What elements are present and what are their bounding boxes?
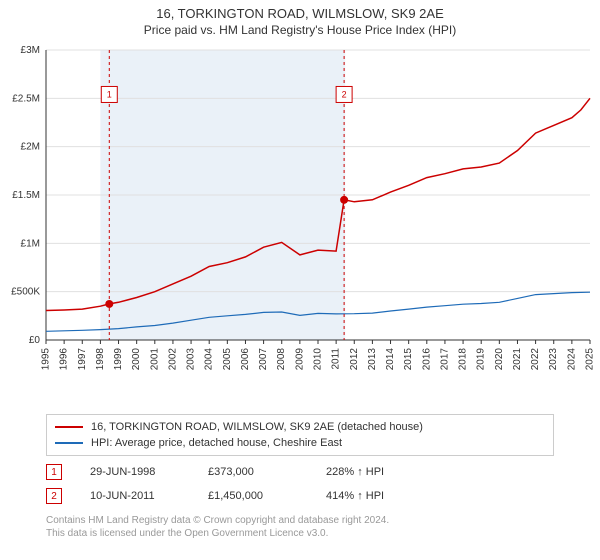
svg-text:2005: 2005 [222,348,233,371]
svg-text:2: 2 [342,89,347,99]
legend-row-hpi: HPI: Average price, detached house, Ches… [55,435,545,451]
legend-swatch-hpi [55,438,83,448]
svg-text:1995: 1995 [41,348,52,371]
svg-text:2023: 2023 [548,348,559,371]
footer-line-2: This data is licensed under the Open Gov… [46,527,554,540]
svg-text:2022: 2022 [530,348,541,371]
sale-marker-date-1: 29-JUN-1998 [90,466,180,478]
chart-container: £0 £500K £1M £1.5M £2M £2.5M £3M 1995 1996 1997 19… [0,44,600,408]
svg-text:2009: 2009 [294,348,305,371]
svg-text:£1.5M: £1.5M [12,190,40,201]
legend-label-price-paid: 16, TORKINGTON ROAD, WILMSLOW, SK9 2AE (… [91,419,423,435]
sale-marker-price-2: £1,450,000 [208,490,298,502]
svg-text:£3M: £3M [21,45,40,56]
svg-text:2011: 2011 [331,348,342,370]
svg-text:2008: 2008 [276,348,287,371]
svg-text:1998: 1998 [95,348,106,371]
svg-text:2021: 2021 [512,348,523,371]
svg-text:2003: 2003 [186,348,197,371]
svg-text:2000: 2000 [131,348,142,371]
svg-text:2001: 2001 [149,348,160,371]
svg-text:2002: 2002 [167,348,178,371]
footer-line-1: Contains HM Land Registry data © Crown c… [46,514,554,527]
sale-marker-badge-2: 2 [46,488,62,504]
svg-text:1996: 1996 [59,348,70,371]
sale-marker-date-2: 10-JUN-2011 [90,490,180,502]
svg-text:2010: 2010 [313,348,324,371]
svg-text:2012: 2012 [349,348,360,371]
sale-marker-price-1: £373,000 [208,466,298,478]
svg-text:£2.5M: £2.5M [12,93,40,104]
page-title: 16, TORKINGTON ROAD, WILMSLOW, SK9 2AE [0,0,600,21]
svg-text:£500K: £500K [11,287,40,298]
legend-label-hpi: HPI: Average price, detached house, Ches… [91,435,342,451]
svg-text:2020: 2020 [494,348,505,371]
svg-text:£0: £0 [29,335,41,346]
page-subtitle: Price paid vs. HM Land Registry's House … [0,21,600,37]
sale-marker-row-2: 2 10-JUN-2011 £1,450,000 414% ↑ HPI [46,484,554,508]
sale-markers-table: 1 29-JUN-1998 £373,000 228% ↑ HPI 2 10-J… [46,460,554,508]
legend-swatch-price-paid [55,422,83,432]
sale-marker-row-1: 1 29-JUN-1998 £373,000 228% ↑ HPI [46,460,554,484]
svg-text:2016: 2016 [421,348,432,371]
svg-text:2024: 2024 [566,348,577,371]
sale-marker-hpi-2: 414% ↑ HPI [326,490,416,502]
svg-text:1: 1 [107,89,112,99]
svg-text:2013: 2013 [367,348,378,371]
svg-text:2015: 2015 [403,348,414,371]
svg-text:2019: 2019 [476,348,487,371]
svg-text:1997: 1997 [77,348,88,371]
svg-text:2014: 2014 [385,348,396,371]
sale-marker-badge-1: 1 [46,464,62,480]
footer-attribution: Contains HM Land Registry data © Crown c… [46,514,554,540]
svg-text:2007: 2007 [258,348,269,371]
svg-text:2017: 2017 [439,348,450,371]
svg-text:2018: 2018 [458,348,469,371]
svg-text:£2M: £2M [21,142,40,153]
chart-svg: £0 £500K £1M £1.5M £2M £2.5M £3M 1995 1996 1997 19… [0,44,600,408]
svg-text:1999: 1999 [113,348,124,371]
legend: 16, TORKINGTON ROAD, WILMSLOW, SK9 2AE (… [46,414,554,456]
svg-text:2004: 2004 [204,348,215,371]
svg-text:£1M: £1M [21,238,40,249]
sale-marker-hpi-1: 228% ↑ HPI [326,466,416,478]
legend-row-price-paid: 16, TORKINGTON ROAD, WILMSLOW, SK9 2AE (… [55,419,545,435]
svg-text:2025: 2025 [585,348,596,371]
svg-text:2006: 2006 [240,348,251,371]
